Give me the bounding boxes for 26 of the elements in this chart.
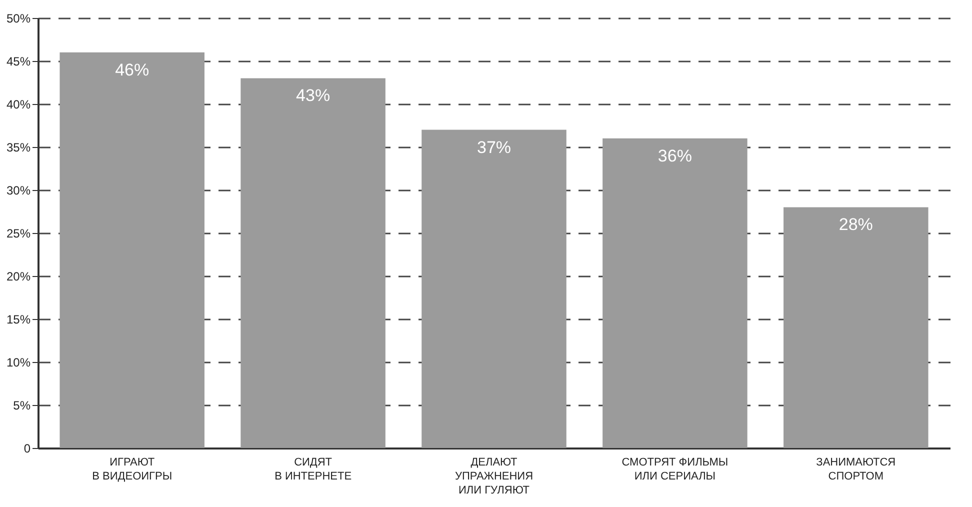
x-tick-label: СМОТРЯТ ФИЛЬМЫ ИЛИ СЕРИАЛЫ — [622, 456, 728, 482]
bar — [784, 207, 928, 448]
y-tick-label: 35% — [6, 140, 31, 154]
x-tick-label: ЗАНИМАЮТСЯ СПОРТОМ — [816, 456, 896, 482]
data-label: 28% — [838, 215, 873, 234]
bar — [602, 138, 748, 448]
y-tick-label: 45% — [6, 54, 31, 68]
x-tick-label: СИДЯТ В ИНТЕРНЕТЕ — [274, 456, 352, 482]
y-tick-label: 15% — [6, 312, 31, 326]
y-tick-label: 25% — [6, 226, 31, 240]
y-tick-label: 0 — [24, 442, 31, 456]
data-label: 36% — [658, 146, 692, 166]
x-tick-label: ДЕЛАЮТ УПРАЖНЕНИЯ ИЛИ ГУЛЯЮТ — [454, 456, 534, 496]
y-tick-label: 5% — [13, 398, 31, 412]
y-tick-label: 40% — [6, 98, 31, 112]
y-tick-label: 20% — [6, 270, 31, 284]
data-label: 43% — [296, 86, 330, 106]
x-tick-label: ИГРАЮТ В ВИДЕОИГРЫ — [92, 456, 172, 482]
data-label: 37% — [476, 138, 512, 157]
y-tick-label: 50% — [6, 12, 31, 26]
y-tick-label: 10% — [6, 356, 31, 370]
bar — [60, 52, 204, 448]
bar — [240, 78, 386, 448]
data-label: 46% — [115, 60, 150, 80]
bar — [422, 130, 566, 448]
y-tick-label: 30% — [6, 184, 31, 198]
